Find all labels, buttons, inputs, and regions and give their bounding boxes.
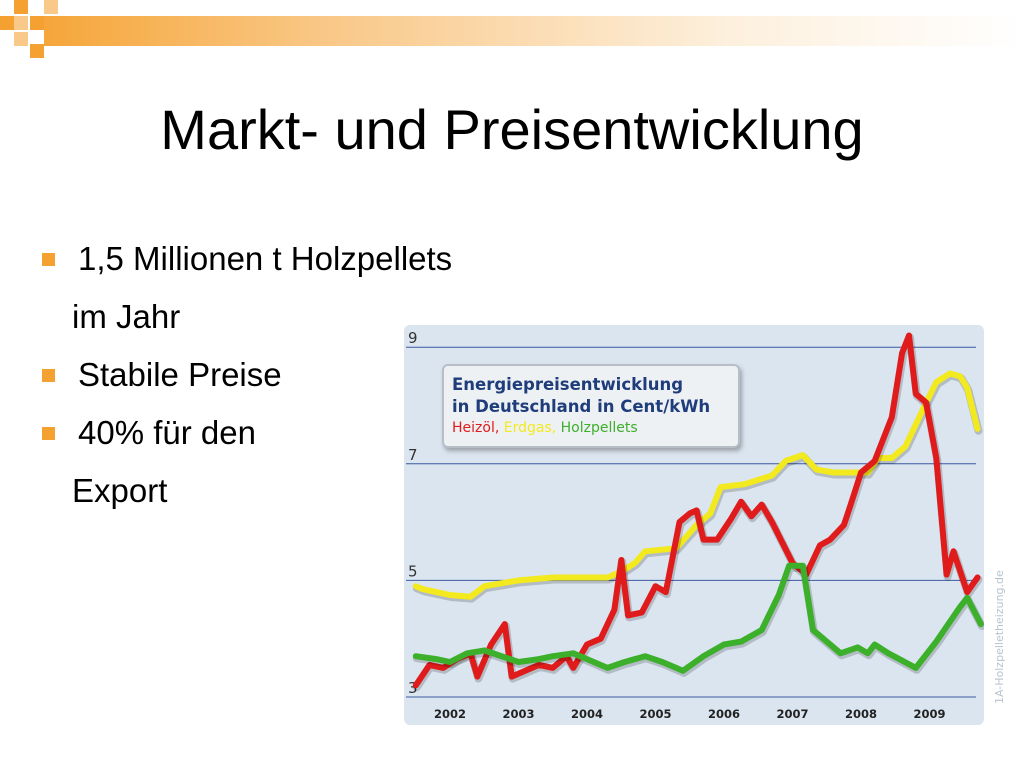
bullet-text: Stabile Preise [78, 356, 282, 393]
legend-erdgas: Erdgas, [503, 420, 557, 436]
chart-title-line: in Deutschland in Cent/kWh [452, 397, 711, 416]
y-tick-label: 7 [408, 446, 418, 464]
x-tick-label: 2006 [708, 707, 740, 721]
deco-square [30, 44, 44, 58]
x-tick-label: 2005 [639, 707, 671, 721]
bullet-text-continuation: Export [72, 472, 168, 509]
series-line-heizoel [412, 332, 981, 689]
title-accent-bar [44, 16, 1024, 46]
series-line-holzpellets [412, 562, 984, 674]
chart-title-line: Energiepreisentwicklung [452, 375, 684, 394]
bullet-square-icon [42, 369, 55, 382]
bullet-square-icon [42, 427, 55, 440]
corner-decoration [0, 0, 1024, 60]
series-line-erdgas [412, 370, 981, 600]
bullet-square-icon [42, 253, 55, 266]
slide-title: Markt- und Preisentwicklung [160, 98, 864, 161]
x-tick-label: 2009 [913, 707, 945, 721]
deco-square [14, 32, 28, 46]
y-tick-label: 3 [408, 679, 418, 697]
legend-entries: Heizöl, Erdgas, Holzpellets [452, 420, 638, 436]
deco-square [14, 16, 28, 30]
deco-square [0, 16, 14, 30]
y-tick-label: 5 [408, 562, 418, 580]
bullet-text: 1,5 Millionen t Holzpellets [78, 240, 453, 277]
deco-square [44, 0, 58, 14]
y-tick-label: 9 [408, 329, 418, 347]
bullet-item: 40% für den [40, 404, 560, 462]
deco-square [30, 16, 44, 30]
x-tick-label: 2003 [502, 707, 534, 721]
legend-holzpellets: Holzpellets [560, 420, 638, 436]
chart-canvas: 9 7 5 3 2002 2003 2004 2005 2006 2007 2008 2009 [406, 329, 984, 721]
bullet-item: 1,5 Millionen t Holzpellets [40, 230, 560, 288]
legend-heizoel: Heizöl, [452, 420, 500, 436]
bullet-item: Stabile Preise [40, 346, 560, 404]
x-tick-label: 2007 [776, 707, 808, 721]
bullet-text: 40% für den [78, 414, 256, 451]
chart-watermark: 1A-Holzpelletheizung.de [993, 570, 1006, 704]
x-tick-label: 2002 [434, 707, 466, 721]
chart-title: Energiepreisentwicklung in Deutschland i… [452, 374, 710, 418]
x-tick-label: 2008 [845, 707, 877, 721]
bullet-text-continuation: im Jahr [72, 298, 181, 335]
bullet-list: 1,5 Millionen t Holzpellets im Jahr Stab… [40, 230, 560, 520]
deco-square [14, 0, 28, 14]
chart-legend-box: Energiepreisentwicklung in Deutschland i… [442, 364, 740, 448]
x-tick-label: 2004 [571, 707, 603, 721]
